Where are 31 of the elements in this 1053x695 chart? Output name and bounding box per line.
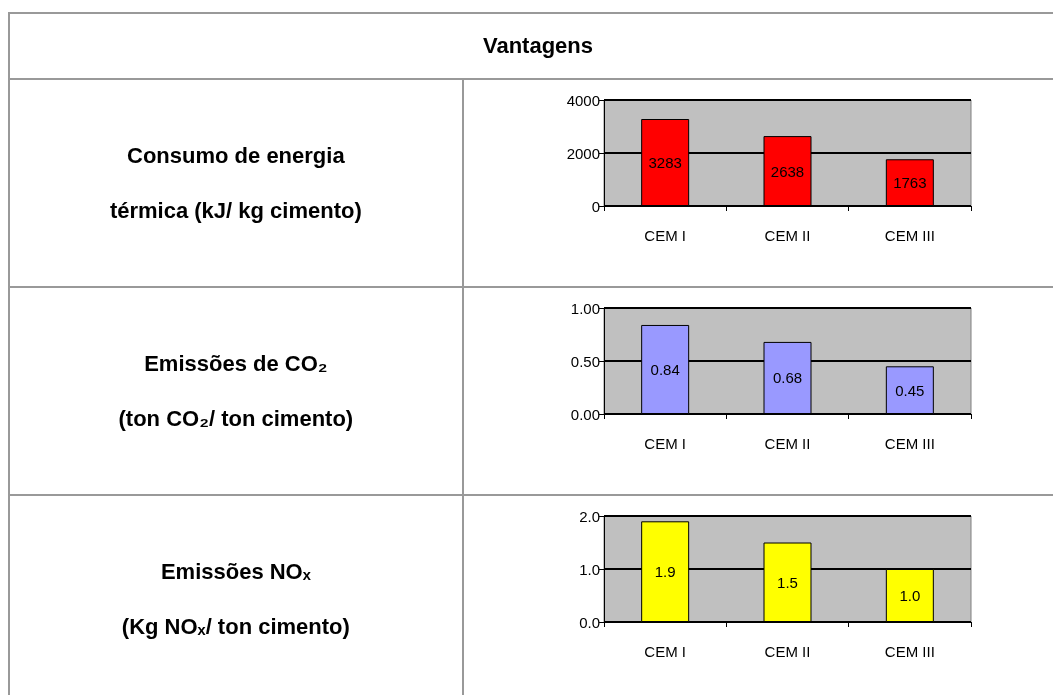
x-tick-label: CEM I xyxy=(644,435,686,452)
text: Emissões NOₓ (Kg NOₓ/ ton cimento) xyxy=(121,559,350,639)
data-label: 1.0 xyxy=(899,587,920,604)
x-tick-label: CEM III xyxy=(884,227,935,244)
data-label: 1.9 xyxy=(654,563,676,581)
x-tick-label: CEM II xyxy=(764,227,811,244)
x-tick-label: CEM I xyxy=(644,643,686,660)
y-tick-label: 1.00 xyxy=(570,299,600,317)
x-tick-label: CEM III xyxy=(884,643,935,660)
y-tick-label: 0 xyxy=(591,197,600,215)
data-label: 1763 xyxy=(892,174,927,192)
data-label: 1.5 xyxy=(776,573,798,591)
x-tick-label: CEM II xyxy=(764,643,811,660)
y-tick-label: 0.00 xyxy=(570,405,600,423)
data-label: 0.68 xyxy=(772,369,802,387)
x-tick-label: CEM I xyxy=(644,227,686,244)
y-tick-label: 2.0 xyxy=(578,507,600,525)
y-tick-label: 0.0 xyxy=(578,613,600,631)
text: Emissões de CO₂ (ton CO₂/ ton cimento) xyxy=(118,351,354,431)
data-label: 3283 xyxy=(648,154,682,171)
data-label: 2638 xyxy=(770,162,804,180)
data-label: 0.84 xyxy=(650,360,680,378)
y-tick-label: 2000 xyxy=(566,144,600,162)
y-tick-label: 1.0 xyxy=(578,560,600,578)
x-tick-label: CEM II xyxy=(764,435,811,452)
y-tick-label: 0.50 xyxy=(570,352,600,370)
chart-title: Vantagens xyxy=(9,13,1053,79)
text: Consumo de energia térmica (kJ/ kg cimento) xyxy=(109,143,362,223)
y-tick-label: 4000 xyxy=(566,91,600,109)
data-label: 0.45 xyxy=(894,381,925,399)
x-tick-label: CEM III xyxy=(884,435,935,452)
